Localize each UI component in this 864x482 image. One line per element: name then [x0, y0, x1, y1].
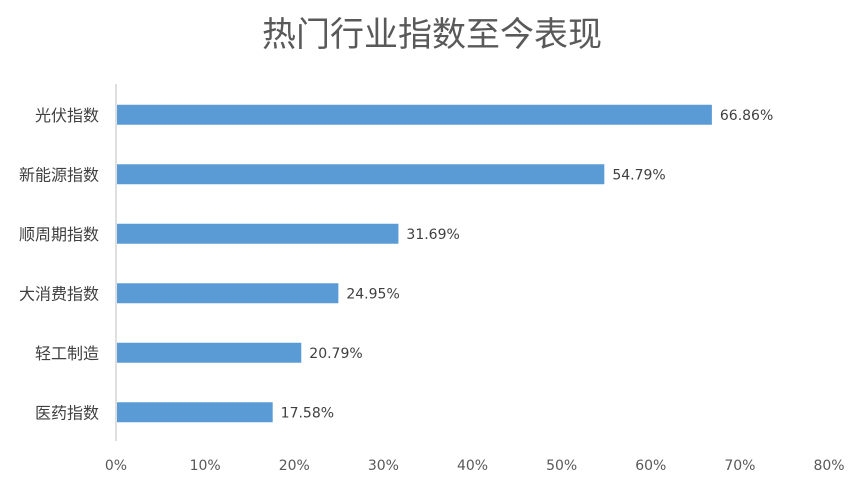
category-label: 新能源指数 — [19, 165, 99, 184]
data-label: 31.69% — [406, 227, 459, 243]
category-label: 顺周期指数 — [19, 225, 99, 244]
data-label: 24.95% — [346, 286, 399, 302]
x-tick-label: 0% — [105, 458, 127, 474]
x-tick-label: 70% — [724, 458, 755, 474]
bar — [117, 164, 605, 185]
bar — [117, 402, 273, 423]
category-label: 医药指数 — [35, 403, 99, 422]
category-label: 光伏指数 — [35, 106, 99, 125]
category-label: 轻工制造 — [35, 344, 99, 363]
bar — [117, 342, 302, 363]
bar — [117, 104, 712, 125]
x-tick-label: 40% — [457, 458, 488, 474]
x-tick-label: 20% — [279, 458, 310, 474]
data-label: 66.86% — [720, 108, 773, 124]
x-tick-label: 10% — [190, 458, 221, 474]
data-label: 17.58% — [281, 405, 334, 421]
category-label: 大消费指数 — [19, 284, 99, 303]
bar — [117, 223, 399, 244]
bars-group — [117, 104, 712, 423]
bar — [117, 283, 339, 304]
x-tick-labels: 0% 10% 20% 30% 40% 50% 60% 70% 80% — [105, 458, 845, 474]
data-label: 54.79% — [612, 167, 665, 183]
x-tick-label: 60% — [635, 458, 666, 474]
x-tick-label: 80% — [813, 458, 844, 474]
data-label: 20.79% — [309, 346, 362, 362]
x-tick-label: 30% — [368, 458, 399, 474]
chart-title: 热门行业指数至今表现 — [262, 15, 602, 55]
value-labels: 66.86% 54.79% 31.69% 24.95% 20.79% 17.58% — [281, 108, 774, 422]
x-tick-label: 50% — [546, 458, 577, 474]
